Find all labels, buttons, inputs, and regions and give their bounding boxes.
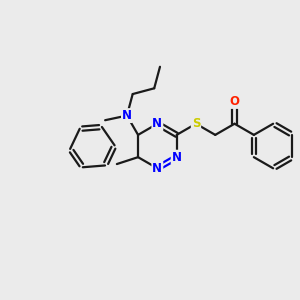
Text: S: S [192,117,200,130]
Text: N: N [152,162,162,175]
Text: O: O [230,95,239,108]
Text: N: N [122,109,132,122]
Text: N: N [172,151,182,164]
Text: N: N [152,117,162,130]
